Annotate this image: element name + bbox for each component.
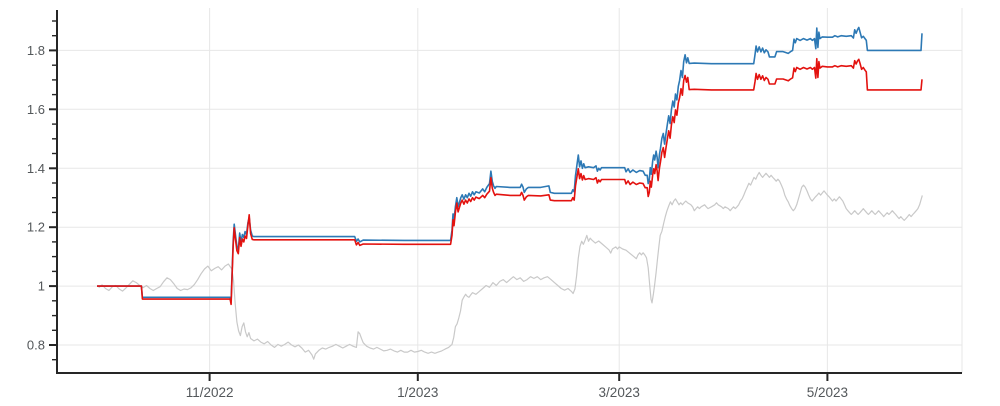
y-axis-tick-label: 1.4 [27, 161, 45, 176]
series-line-gray [98, 171, 923, 360]
x-axis-tick-label: 3/2023 [599, 385, 640, 400]
y-axis-tick-label: 1.6 [27, 102, 45, 117]
series-line-red [97, 57, 923, 306]
series-line-blue [97, 26, 923, 303]
x-axis-tick-label: 11/2022 [186, 385, 234, 400]
y-axis-tick-label: 1.8 [27, 43, 45, 58]
y-axis-tick-label: 1.2 [27, 220, 45, 235]
x-axis-tick-label: 1/2023 [397, 385, 438, 400]
y-axis-tick-label: 1 [38, 279, 45, 294]
x-axis-tick-label: 5/2023 [807, 385, 848, 400]
y-axis-tick-label: 0.8 [27, 338, 45, 353]
